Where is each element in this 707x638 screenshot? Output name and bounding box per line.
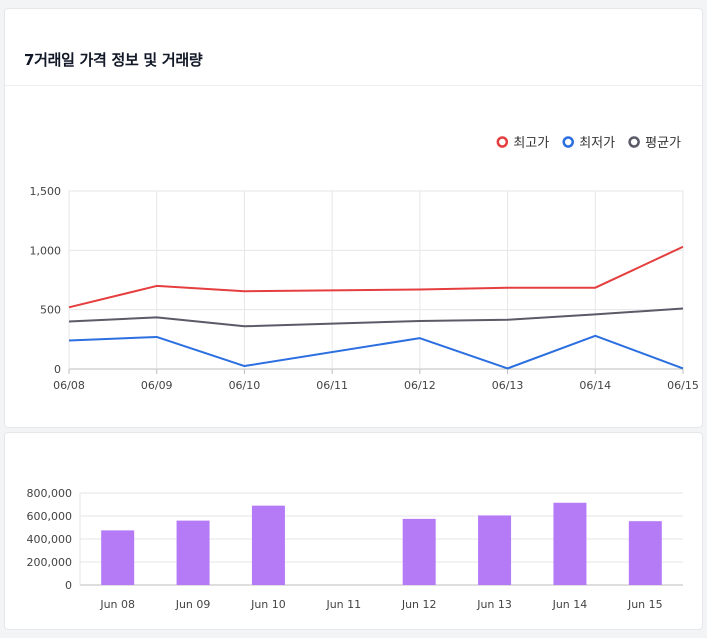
legend-label: 최고가 [513, 136, 549, 151]
legend-label: 최저가 [579, 136, 615, 151]
x-tick-label: 06/08 [53, 379, 85, 392]
y-tick-label: 1,500 [30, 185, 62, 198]
volume-bar-chart: 0 200,000 400,000 600,000 800,000 Jun 08 Jun 0… [27, 487, 683, 611]
x-tick-label: Jun 13 [476, 598, 512, 611]
x-tick-label: 06/13 [492, 379, 524, 392]
volume-card: 0 200,000 400,000 600,000 800,000 Jun 08 Jun 0… [4, 432, 703, 630]
y-tick-label: 0 [54, 363, 61, 376]
series-line-0 [68, 245, 684, 309]
x-tick-label: 06/10 [229, 379, 261, 392]
volume-bar[interactable] [628, 521, 662, 585]
volume-bar[interactable] [101, 530, 135, 585]
volume-bar[interactable] [251, 505, 285, 585]
x-tick-label: Jun 12 [401, 598, 437, 611]
x-tick-label: Jun 11 [325, 598, 361, 611]
x-tick-label: 06/09 [141, 379, 173, 392]
y-tick-label: 400,000 [27, 533, 73, 546]
y-tick-label: 800,000 [27, 487, 73, 500]
legend-label: 평균가 [645, 136, 681, 151]
y-tick-label: 500 [40, 304, 61, 317]
x-tick-label: Jun 15 [627, 598, 663, 611]
volume-bar[interactable] [402, 518, 436, 585]
legend-marker[interactable] [628, 136, 640, 148]
x-tick-label: Jun 09 [175, 598, 211, 611]
x-tick-label: 06/11 [316, 379, 348, 392]
y-tick-label: 200,000 [27, 556, 73, 569]
volume-bar[interactable] [553, 502, 587, 585]
x-tick-label: Jun 08 [99, 598, 135, 611]
y-tick-label: 1,000 [30, 244, 62, 257]
legend-marker[interactable] [562, 136, 574, 148]
card-header: 7거래일 가격 정보 및 거래량 [5, 9, 702, 86]
price-card: 7거래일 가격 정보 및 거래량 0 500 1,000 1,500 06/08 06/0… [4, 8, 703, 428]
page-title: 7거래일 가격 정보 및 거래량 [24, 51, 203, 69]
x-tick-label: 06/12 [404, 379, 436, 392]
y-tick-label: 0 [65, 579, 72, 592]
legend-marker[interactable] [496, 136, 509, 148]
y-tick-label: 600,000 [27, 510, 73, 523]
series-line-1 [68, 334, 684, 370]
x-tick-label: 06/15 [667, 379, 699, 392]
volume-bar[interactable] [478, 515, 512, 585]
x-tick-label: Jun 14 [552, 598, 588, 611]
x-tick-label: Jun 10 [250, 598, 286, 611]
price-line-chart: 0 500 1,000 1,500 06/08 06/09 06/10 06/11 06/12 0… [30, 136, 699, 392]
volume-bar[interactable] [176, 520, 210, 585]
series-line-2 [68, 307, 684, 328]
x-tick-label: 06/14 [579, 379, 611, 392]
